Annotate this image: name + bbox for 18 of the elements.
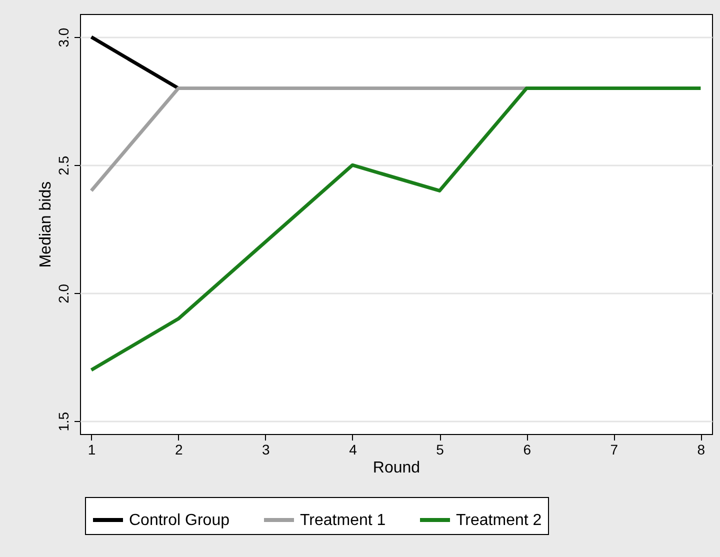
legend-label: Treatment 2: [456, 512, 542, 529]
x-tick-label: 8: [697, 442, 706, 458]
x-tick-label: 5: [436, 442, 444, 458]
x-tick-label: 3: [262, 442, 270, 458]
y-tick-label: 2.0: [56, 284, 72, 304]
x-tick-label: 7: [610, 442, 618, 458]
x-tick-label: 1: [88, 442, 96, 458]
legend-label: Control Group: [129, 512, 230, 529]
y-tick-label: 2.5: [56, 156, 72, 176]
x-tick-label: 2: [174, 442, 183, 458]
y-tick-label: 3.0: [56, 28, 72, 48]
line-series: [90, 86, 702, 372]
x-tick-label: 4: [349, 442, 358, 458]
x-tick-label: 6: [523, 442, 532, 458]
y-tick-label: 1.5: [56, 412, 72, 432]
y-axis-title: Median bids: [38, 181, 54, 268]
x-axis-title: Round: [372, 460, 420, 476]
legend-label: Treatment 1: [300, 512, 386, 529]
